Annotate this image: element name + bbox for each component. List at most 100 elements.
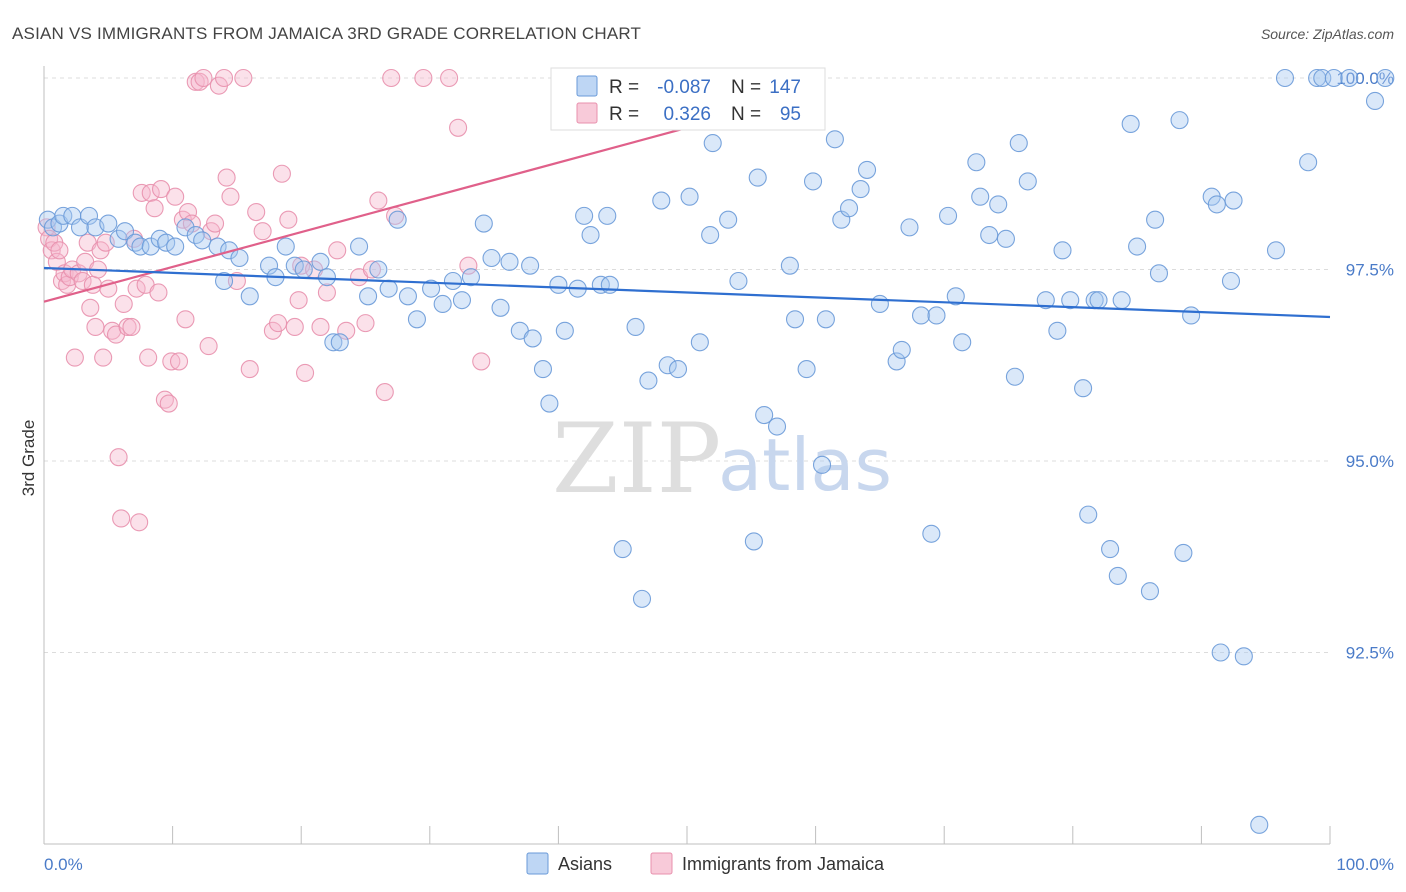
jamaica-point-88: [459, 256, 478, 275]
asian-point-8: [99, 214, 118, 233]
asian-point-54: [540, 394, 559, 413]
bottom-legend-asians: Asians: [558, 854, 612, 874]
jamaica-point-87: [449, 118, 468, 137]
asian-point-93: [892, 340, 911, 359]
asian-point-78: [755, 405, 774, 425]
asian-point-134: [1250, 815, 1269, 834]
asian-point-91: [870, 294, 889, 314]
asian-point-32: [324, 333, 343, 352]
asian-point-15: [157, 233, 176, 252]
asian-point-37: [379, 279, 398, 298]
jamaica-point-67: [272, 164, 291, 183]
asian-point-56: [555, 321, 574, 340]
jamaica-point-40: [151, 180, 171, 199]
asian-point-99: [946, 287, 965, 306]
jamaica-point-63: [247, 203, 266, 222]
asian-point-107: [1009, 134, 1028, 153]
jamaica-point-27: [112, 509, 131, 528]
axes: 92.5% 95.0% 97.5% 100.0% 0.0% 100.0%: [43, 66, 1394, 874]
asian-point-82: [797, 360, 816, 379]
asian-point-110: [1048, 321, 1067, 340]
x-tick-label-min: 0.0%: [44, 855, 83, 874]
asian-point-58: [575, 206, 594, 225]
asian-point-34: [350, 237, 369, 256]
asian-point-31: [317, 268, 336, 287]
asian-point-6: [79, 206, 99, 225]
asian-point-66: [639, 371, 658, 390]
asian-point-10: [115, 222, 135, 241]
asian-point-111: [1053, 241, 1072, 260]
asian-point-142: [1365, 91, 1385, 111]
asian-point-125: [1170, 111, 1189, 130]
asian-point-27: [276, 237, 295, 256]
jamaica-point-66: [269, 314, 288, 333]
asian-point-102: [971, 187, 990, 206]
jamaica-point-39: [149, 283, 168, 302]
jamaica-point-72: [296, 363, 315, 382]
jamaica-point-80: [362, 260, 381, 279]
asian-point-85: [816, 310, 835, 329]
asian-point-64: [626, 317, 645, 337]
asian-point-39: [398, 287, 417, 306]
asian-point-119: [1112, 291, 1131, 310]
asian-point-103: [980, 225, 999, 245]
series-legend: Asians Immigrants from Jamaica: [526, 852, 885, 875]
jamaica-point-62: [240, 360, 259, 379]
jamaica-point-82: [375, 383, 394, 402]
jamaica-point-59: [221, 187, 240, 206]
jamaica-point-29: [118, 317, 137, 337]
jamaica-point-42: [159, 394, 178, 413]
asian-point-25: [259, 256, 279, 275]
legend-n-value-jamaica: 95: [780, 104, 801, 125]
asian-point-90: [857, 160, 877, 179]
jamaica-point-47: [176, 310, 195, 329]
jamaica-point-44: [166, 187, 185, 206]
asian-point-79: [767, 417, 787, 436]
asian-point-16: [166, 237, 185, 256]
jamaica-point-32: [127, 279, 146, 298]
asian-point-137: [1299, 153, 1318, 172]
asian-point-74: [719, 210, 738, 229]
bottom-legend-swatch-jamaica: [650, 852, 673, 875]
jamaica-point-70: [289, 291, 308, 310]
asian-point-140: [1324, 68, 1343, 88]
asian-point-92: [887, 352, 906, 371]
asian-point-9: [109, 229, 128, 248]
x-tick-label-max: 100.0%: [1336, 855, 1394, 874]
jamaica-point-79: [356, 314, 375, 333]
asian-point-100: [953, 333, 972, 352]
jamaica-point-52: [194, 68, 213, 88]
asian-point-136: [1275, 68, 1295, 88]
jamaica-point-33: [130, 513, 149, 532]
jamaica-point-58: [217, 168, 236, 187]
chart-title: ASIAN VS IMMIGRANTS FROM JAMAICA 3RD GRA…: [12, 24, 641, 43]
asian-point-48: [491, 298, 510, 317]
asian-point-97: [927, 306, 946, 325]
series-jamaica-points: [37, 68, 491, 532]
jamaica-point-43: [162, 352, 181, 371]
legend-n-value-asians: 147: [769, 77, 801, 98]
asian-point-130: [1211, 643, 1230, 662]
jamaica-point-45: [169, 352, 189, 371]
asian-point-55: [549, 275, 568, 294]
jamaica-point-81: [369, 191, 388, 210]
jamaica-point-11: [65, 348, 84, 367]
asian-point-43: [443, 271, 462, 291]
bottom-legend-jamaica: Immigrants from Jamaica: [682, 854, 885, 874]
jamaica-point-77: [337, 321, 356, 340]
asian-point-109: [1036, 291, 1055, 310]
jamaica-point-69: [285, 317, 304, 337]
asian-point-38: [388, 210, 407, 229]
asian-point-89: [851, 180, 870, 199]
bottom-legend-swatch-asians: [526, 852, 549, 875]
y-tick-label-2: 97.5%: [1346, 261, 1394, 280]
asian-point-135: [1266, 241, 1286, 260]
asian-point-117: [1101, 540, 1120, 559]
asian-point-113: [1074, 379, 1093, 398]
y-axis-label: 3rd Grade: [19, 420, 38, 497]
jamaica-point-89: [472, 352, 491, 371]
legend-r-label-asians: R =: [609, 77, 639, 98]
jamaica-point-18: [86, 317, 105, 337]
asian-point-95: [912, 306, 931, 325]
gridlines: [44, 77, 1330, 653]
